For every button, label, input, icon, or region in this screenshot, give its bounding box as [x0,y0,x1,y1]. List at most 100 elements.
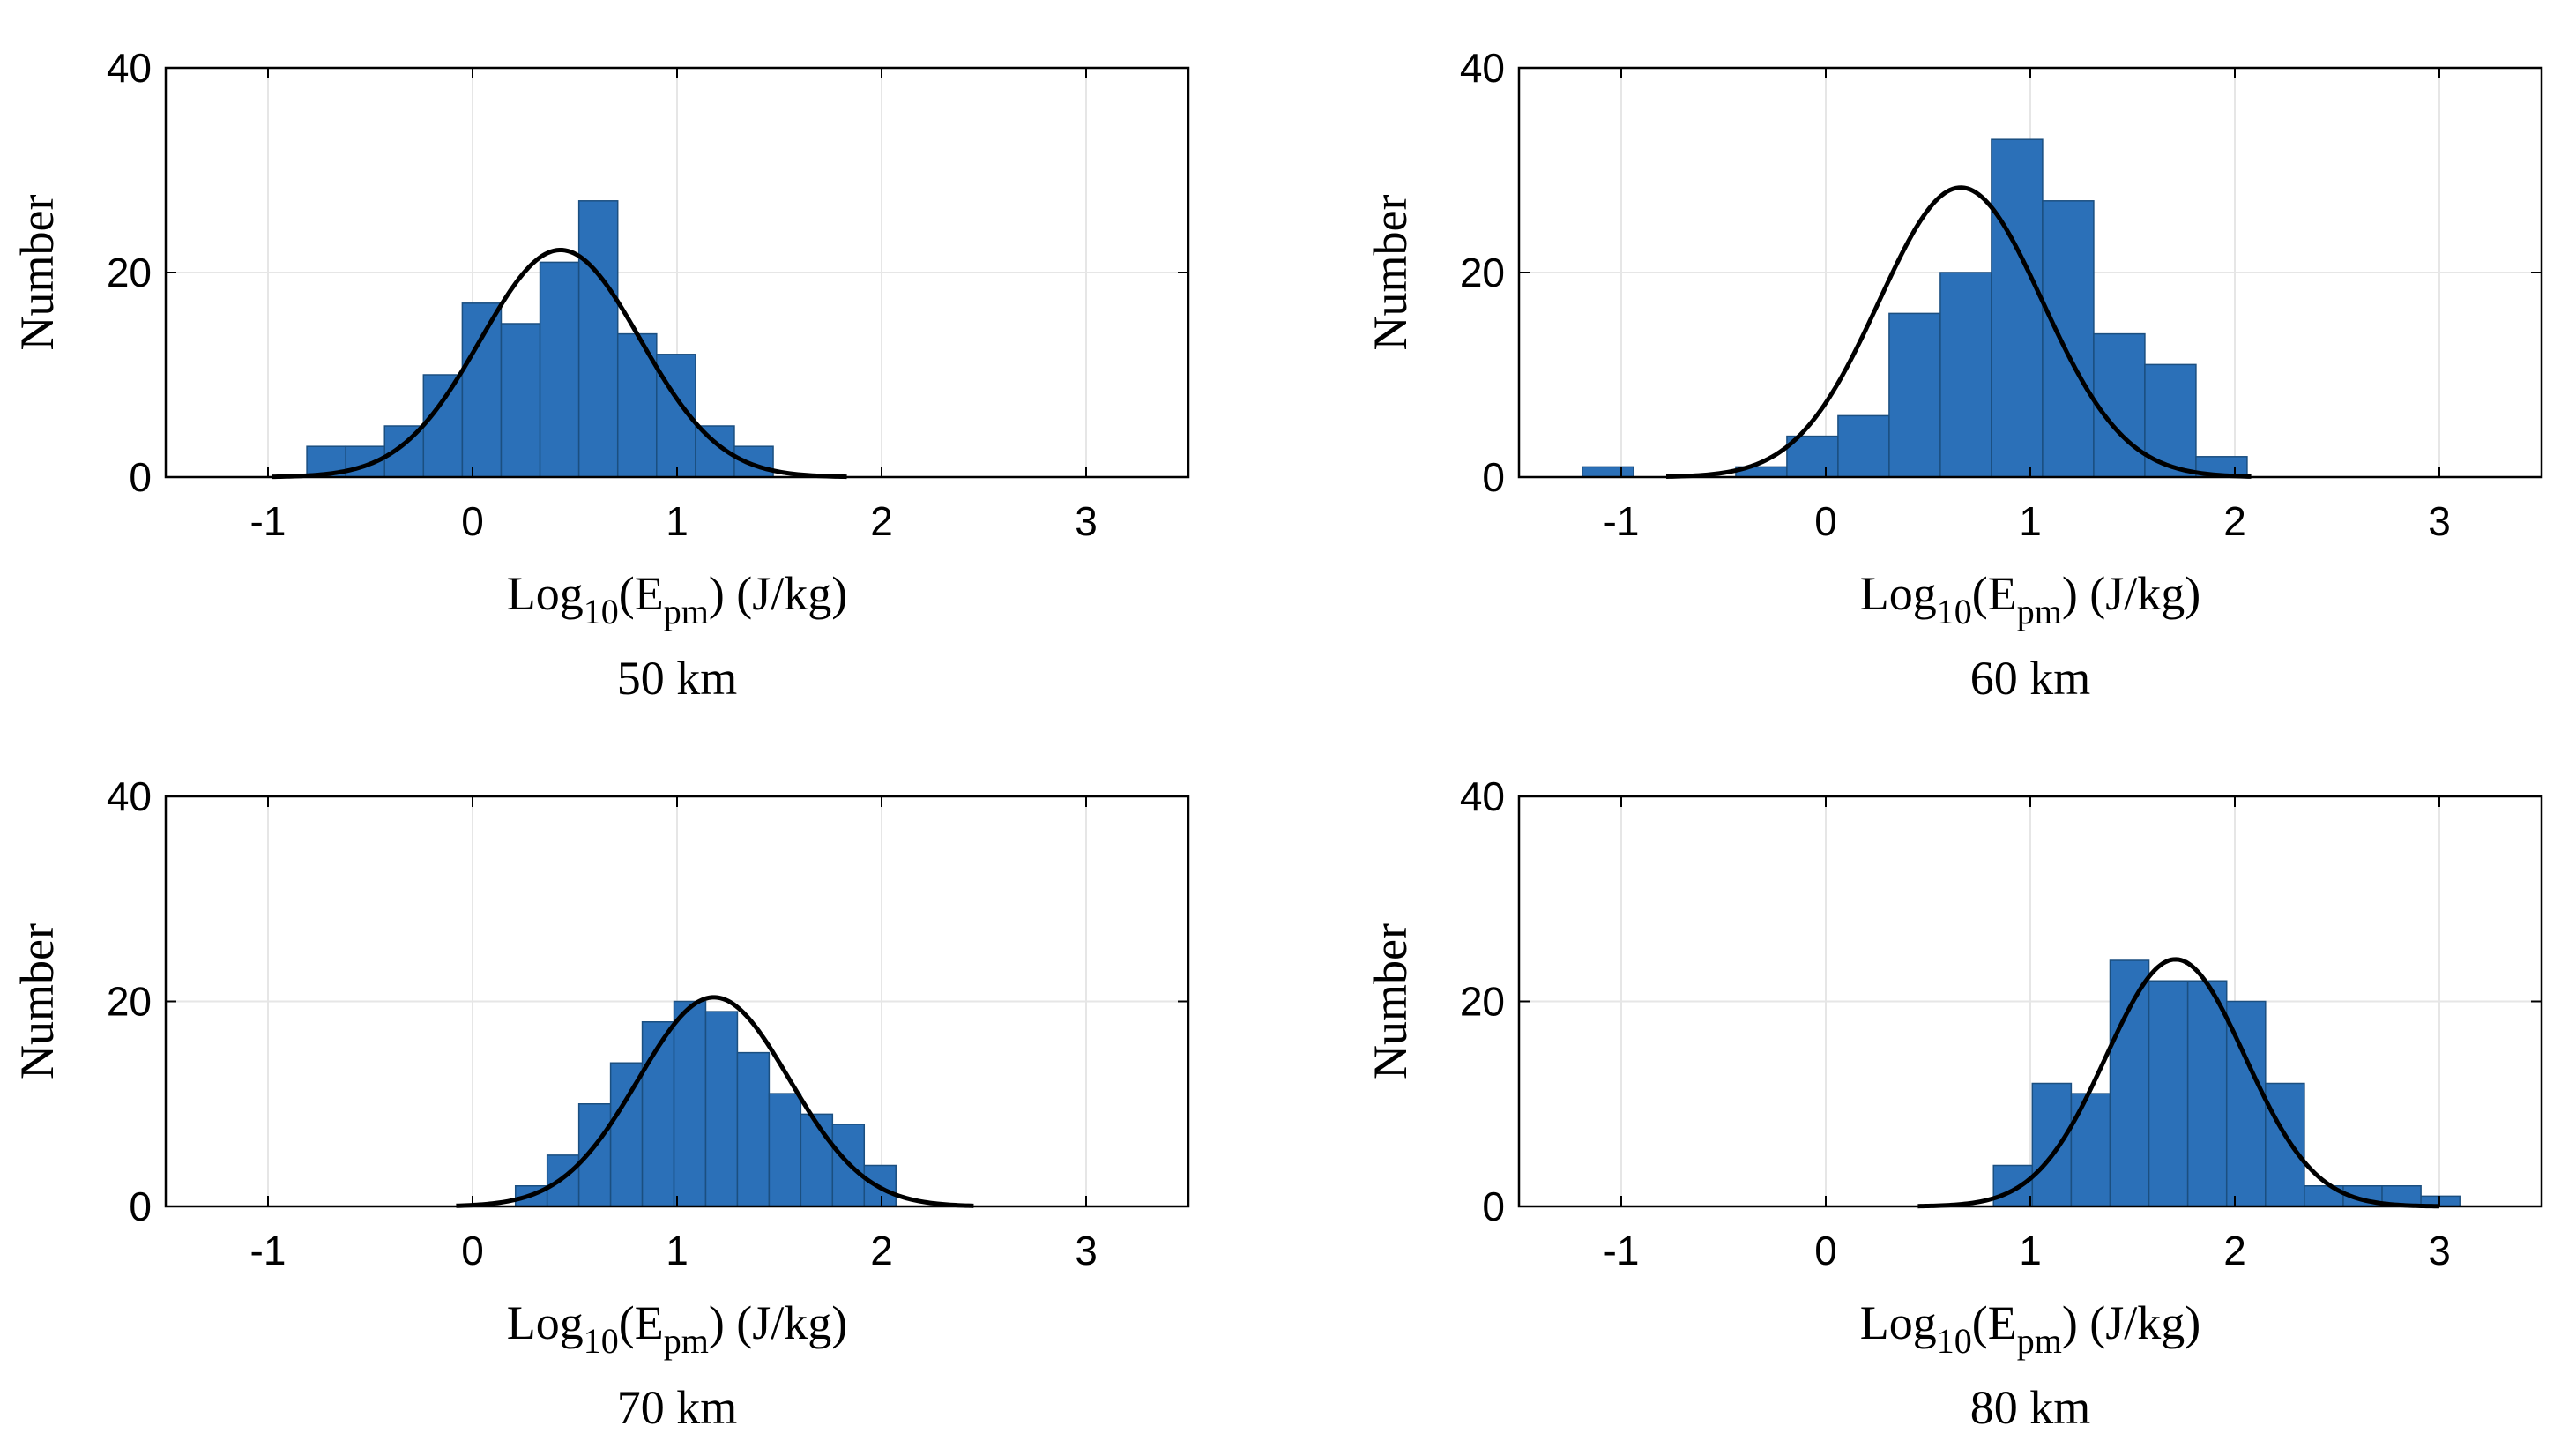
x-axis-label-subscript: 10 [584,1321,619,1361]
x-axis-label-part: (E [619,567,664,620]
x-tick-label: -1 [1604,1228,1640,1273]
y-tick-label: 0 [1482,1183,1505,1229]
y-tick-label: 0 [129,1183,152,1229]
x-axis-label: Log10(Epm) (J/kg) [507,1296,848,1361]
subplot-1: -1 0 1 2 3 0 20 40 Number Log10(Epm) (J/kg) 50 km [11,45,1190,705]
y-tick-label: 40 [107,45,152,91]
x-axis-label-part: Log [1860,567,1937,620]
histogram-bar [546,1154,580,1207]
subplot-subtitle: 50 km [617,652,738,705]
y-tick-label: 0 [1482,454,1505,500]
x-tick-label: -1 [1604,498,1640,544]
x-tick-label: 2 [2223,498,2246,544]
x-tick-label: 3 [2428,498,2451,544]
histogram-bar [577,200,619,478]
x-axis-label-part: Log [507,567,584,620]
y-tick-label: 20 [107,979,152,1025]
x-tick-label: 0 [461,1228,484,1273]
histogram-bar [2148,980,2189,1207]
x-tick-label: 2 [870,1228,893,1273]
x-tick-label: 3 [1075,498,1098,544]
x-tick-label: 1 [666,498,689,544]
histogram-bar [673,1000,707,1207]
x-axis-label-part: (E [1972,1296,2017,1349]
y-tick-label: 20 [1460,250,1505,295]
x-tick-label: -1 [250,498,287,544]
histogram-bar [704,1011,739,1207]
histogram-bar [539,261,580,478]
histogram-bar [2109,959,2150,1207]
histogram-bar [461,302,503,478]
x-tick-label: 3 [1075,1228,1098,1273]
x-axis-label-subscript: pm [2017,1321,2062,1361]
x-axis-label-part: ) (J/kg) [2062,1296,2200,1349]
x-tick-label: 0 [1814,498,1837,544]
x-axis-label-part: ) (J/kg) [709,1296,847,1349]
x-axis-label: Log10(Epm) (J/kg) [507,567,848,631]
x-axis-label-subscript: pm [664,592,709,631]
x-tick-label: 1 [666,1228,689,1273]
histogram-bar [1582,466,1634,478]
x-axis-label-subscript: 10 [584,592,619,631]
y-axis-label: Number [1364,195,1417,351]
fit-curve [272,247,847,480]
histogram-bar [768,1093,802,1207]
histogram-bar [2042,200,2095,478]
x-tick-label: 2 [870,498,893,544]
histogram-bar [577,1103,612,1207]
x-tick-label: 2 [2223,1228,2246,1273]
x-axis-label: Log10(Epm) (J/kg) [1860,1296,2201,1361]
histogram-bar [2070,1093,2111,1207]
x-axis-label-part: (E [1972,567,2017,620]
x-axis-label-subscript: pm [664,1321,709,1361]
subplot-4: -1 0 1 2 3 0 20 40 Number Log10(Epm) (J/kg) 80 km [1364,773,2543,1434]
x-axis-label-subscript: 10 [1937,592,1972,631]
subplot-subtitle: 80 km [1970,1381,2091,1434]
histogram-bar [1786,435,1839,478]
x-tick-label: 1 [2019,498,2042,544]
histogram-bar [2186,980,2228,1207]
histogram-bar [422,374,464,478]
y-tick-label: 20 [1460,979,1505,1025]
histogram-bar [609,1062,644,1207]
histogram-bar [2265,1082,2305,1207]
histogram-bar [1991,138,2044,478]
y-tick-label: 40 [107,773,152,819]
subplot-2: -1 0 1 2 3 0 20 40 Number Log10(Epm) (J/kg) 60 km [1364,45,2543,705]
subplot-3: -1 0 1 2 3 0 20 40 Number Log10(Epm) (J/kg) 70 km [11,773,1190,1434]
x-tick-label: 0 [1814,1228,1837,1273]
x-axis-label-part: (E [619,1296,664,1349]
histogram-bar [2093,332,2146,478]
histogram-bar [800,1113,834,1207]
subplot-subtitle: 70 km [617,1381,738,1434]
x-tick-label: 3 [2428,1228,2451,1273]
x-axis-label-part: ) (J/kg) [709,567,847,620]
y-tick-label: 40 [1460,45,1505,91]
x-axis-label-subscript: 10 [1937,1321,1972,1361]
x-axis-label-part: ) (J/kg) [2062,567,2200,620]
x-axis-label-part: Log [1860,1296,1937,1349]
y-axis-label: Number [11,923,63,1079]
histogram-bar [1939,272,1992,478]
x-axis-label: Log10(Epm) (J/kg) [1860,567,2201,631]
x-axis-label-part: Log [507,1296,584,1349]
x-axis-label-subscript: pm [2017,592,2062,631]
histogram-bar [500,323,541,478]
histogram-bar [2031,1082,2073,1207]
y-tick-label: 40 [1460,773,1505,819]
fit-curve [1917,957,2440,1209]
y-axis-label: Number [1364,923,1417,1079]
fit-curve [456,995,974,1208]
histogram-bar [1992,1164,2034,1207]
subplot-subtitle: 60 km [1970,652,2091,705]
y-axis-label: Number [11,195,63,351]
y-tick-label: 0 [129,454,152,500]
histogram-bar [1888,312,1941,478]
y-tick-label: 20 [107,250,152,295]
histogram-bar [733,445,774,478]
histogram-bar [736,1051,771,1207]
fit-curve [1665,185,2252,479]
x-tick-label: -1 [250,1228,287,1273]
histogram-bar [1837,414,1890,478]
